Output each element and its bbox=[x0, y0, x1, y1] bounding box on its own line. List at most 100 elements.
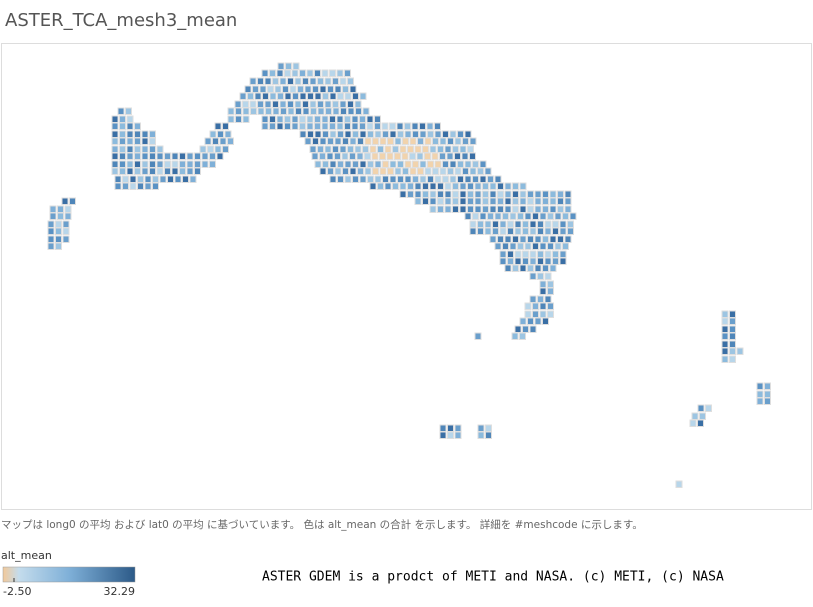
mesh-cell bbox=[209, 152, 216, 160]
mesh-cell bbox=[452, 182, 459, 190]
mesh-cell bbox=[764, 390, 771, 398]
mesh-cell bbox=[532, 302, 539, 310]
mesh-cell bbox=[474, 182, 482, 190]
mesh-cell bbox=[319, 167, 327, 175]
mesh-cell bbox=[529, 325, 537, 333]
mesh-cell bbox=[222, 145, 229, 153]
mesh-cell bbox=[522, 257, 529, 265]
mesh-cell bbox=[224, 130, 232, 138]
mesh-cell bbox=[359, 115, 366, 123]
mesh-cell bbox=[412, 160, 419, 168]
mesh-cell bbox=[705, 404, 712, 412]
mesh-cell bbox=[382, 130, 389, 138]
mesh-cell bbox=[171, 152, 179, 160]
mesh-cell bbox=[362, 145, 369, 153]
mesh-cell bbox=[349, 85, 357, 93]
mesh-cell bbox=[512, 205, 519, 213]
mesh-cell bbox=[119, 160, 126, 168]
mesh-cell bbox=[57, 205, 64, 213]
mesh-cell bbox=[562, 212, 569, 220]
mesh-cell bbox=[499, 257, 507, 265]
mesh-cell bbox=[514, 250, 522, 258]
mesh-cell bbox=[364, 137, 372, 145]
mesh-cell bbox=[474, 197, 482, 205]
mesh-cell bbox=[222, 122, 229, 130]
mesh-cell bbox=[472, 160, 479, 168]
mesh-cell bbox=[729, 310, 736, 318]
mesh-cell bbox=[499, 227, 507, 235]
mesh-cell bbox=[437, 145, 444, 153]
mesh-cell bbox=[461, 152, 469, 160]
mesh-cell bbox=[527, 235, 534, 243]
mesh-cell bbox=[182, 175, 189, 183]
mesh-cell bbox=[62, 220, 70, 228]
mesh-cell bbox=[417, 137, 424, 145]
mesh-cell bbox=[332, 77, 339, 85]
mesh-cell bbox=[261, 69, 269, 77]
mesh-cell bbox=[442, 130, 449, 138]
mesh-cell bbox=[507, 250, 514, 258]
mesh-cell bbox=[494, 175, 502, 183]
mesh-cell bbox=[341, 152, 349, 160]
mesh-cell bbox=[542, 190, 549, 198]
mesh-cell bbox=[729, 340, 736, 348]
mesh-cell bbox=[409, 167, 417, 175]
mesh-cell bbox=[402, 137, 409, 145]
mesh-cell bbox=[344, 130, 352, 138]
mesh-cell bbox=[276, 115, 284, 123]
mesh-cell bbox=[442, 175, 449, 183]
mesh-cell bbox=[374, 122, 381, 130]
mesh-cell bbox=[394, 152, 401, 160]
mesh-cell bbox=[519, 197, 527, 205]
mesh-cell bbox=[569, 212, 577, 220]
mesh-cell bbox=[324, 77, 332, 85]
mesh-cell bbox=[519, 235, 527, 243]
mesh-cell bbox=[352, 175, 359, 183]
mesh-cell bbox=[517, 212, 524, 220]
mesh-cell bbox=[334, 152, 341, 160]
mesh-cell bbox=[404, 130, 412, 138]
mesh-cell bbox=[122, 182, 129, 190]
mesh-cell bbox=[691, 412, 699, 420]
mesh-cell bbox=[557, 235, 564, 243]
mesh-cell bbox=[517, 242, 524, 250]
mesh-cell bbox=[554, 212, 562, 220]
mesh-cell bbox=[329, 175, 337, 183]
mesh-cell bbox=[447, 137, 454, 145]
mesh-cell bbox=[437, 182, 444, 190]
mesh-cell bbox=[272, 77, 279, 85]
mesh-cell bbox=[344, 92, 352, 100]
mesh-cell bbox=[497, 197, 504, 205]
mesh-cell bbox=[212, 137, 219, 145]
mesh-cell bbox=[250, 107, 257, 115]
mesh-cell bbox=[411, 122, 419, 130]
mesh-cell bbox=[524, 212, 532, 220]
mesh-cell bbox=[291, 122, 299, 130]
mesh-cell bbox=[479, 160, 487, 168]
mesh-cell bbox=[559, 227, 567, 235]
mesh-cell bbox=[547, 242, 554, 250]
mesh-cell bbox=[299, 130, 307, 138]
mesh-cell bbox=[564, 205, 572, 213]
mesh-cell bbox=[729, 332, 736, 340]
mesh-cell bbox=[156, 167, 164, 175]
mesh-cell bbox=[407, 190, 414, 198]
mesh-cell bbox=[269, 92, 277, 100]
mesh-cell bbox=[186, 160, 194, 168]
mesh-cell bbox=[317, 145, 324, 153]
mesh-cell bbox=[359, 92, 367, 100]
mesh-cell bbox=[359, 130, 367, 138]
mesh-cell bbox=[179, 160, 186, 168]
mesh-cell bbox=[537, 295, 544, 303]
mesh-cell bbox=[349, 152, 356, 160]
mesh-cell bbox=[259, 85, 267, 93]
mesh-cell bbox=[675, 480, 683, 488]
mesh-cell bbox=[134, 145, 141, 153]
mesh-cell bbox=[242, 115, 250, 123]
mesh-cell bbox=[462, 137, 469, 145]
mesh-cell bbox=[111, 160, 119, 168]
mesh-cell bbox=[534, 197, 542, 205]
mesh-cell bbox=[414, 190, 422, 198]
mesh-cell bbox=[369, 182, 377, 190]
mesh-cell bbox=[309, 100, 317, 108]
